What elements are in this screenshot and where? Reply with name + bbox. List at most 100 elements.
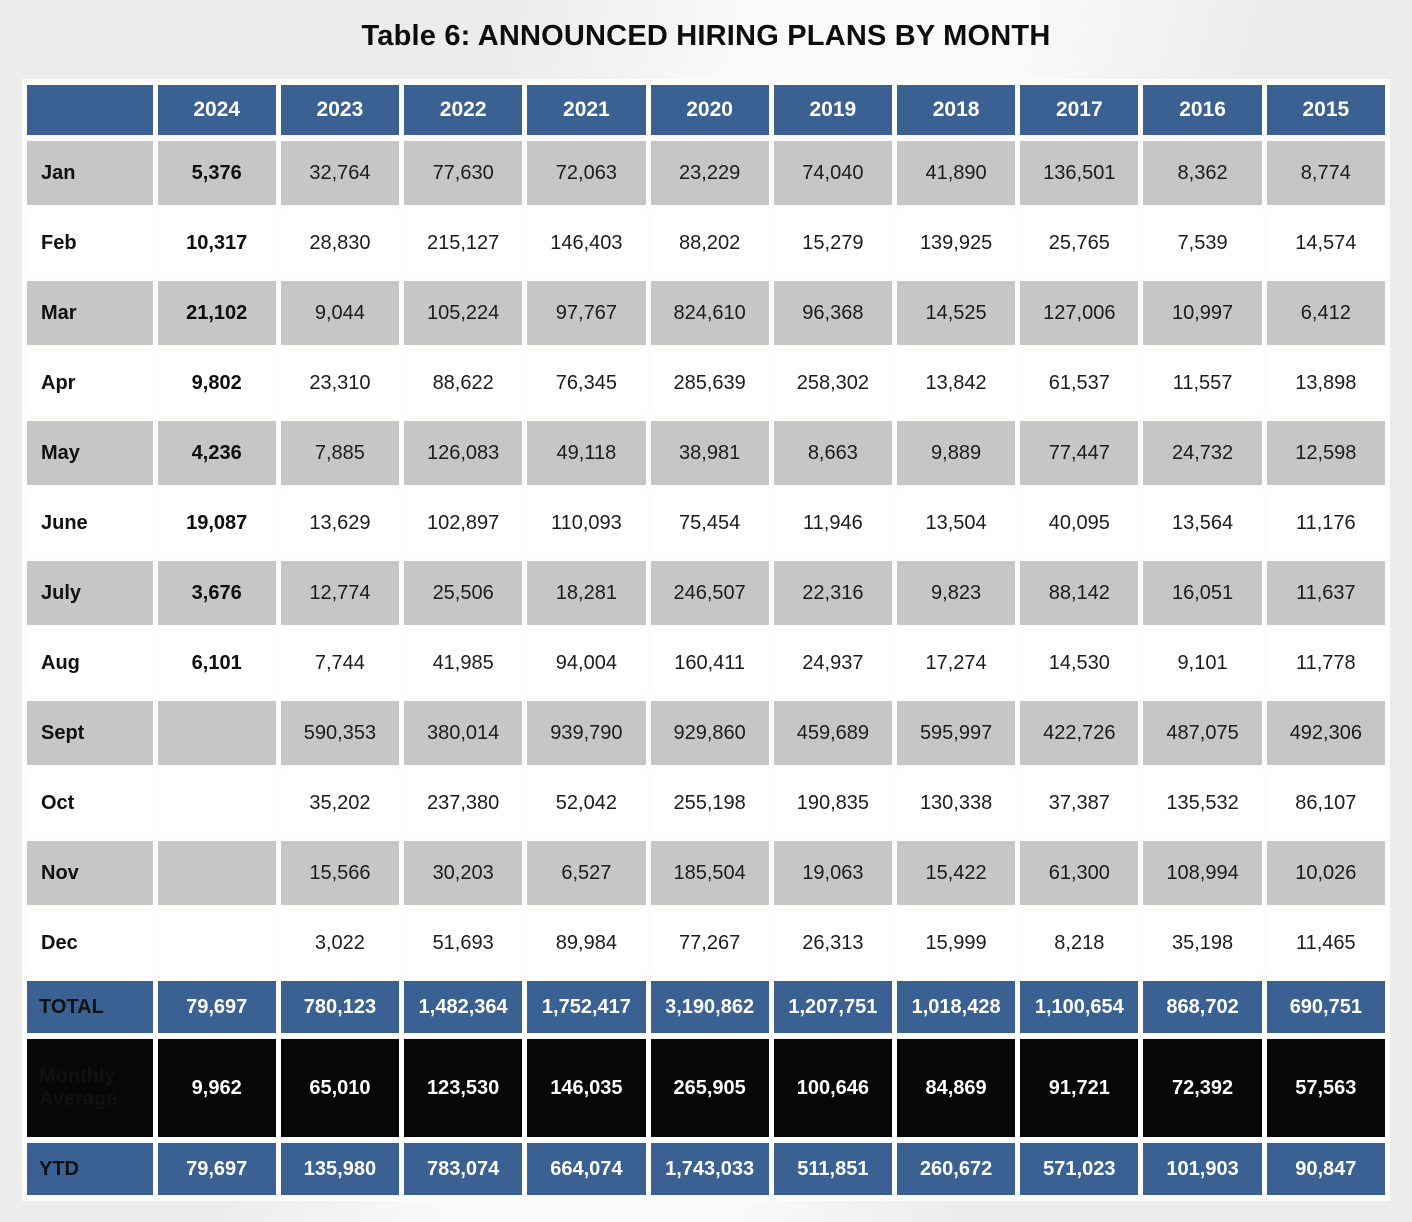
month-label-cell: May xyxy=(27,421,153,485)
value-cell: 41,985 xyxy=(404,631,523,695)
value-cell: 32,764 xyxy=(280,141,400,205)
value-cell: 14,530 xyxy=(1020,631,1139,695)
value-cell: 127,006 xyxy=(1020,281,1139,345)
year-column-header-2015: 2015 xyxy=(1266,85,1385,135)
value-cell: 590,353 xyxy=(280,701,400,765)
value-cell: 108,994 xyxy=(1143,841,1262,905)
value-cell: 15,279 xyxy=(773,211,892,275)
value-cell: 102,897 xyxy=(404,491,523,555)
value-cell: 110,093 xyxy=(527,491,646,555)
value-cell: 10,026 xyxy=(1266,841,1385,905)
value-cell: 9,802 xyxy=(157,351,276,415)
value-cell: 19,063 xyxy=(773,841,892,905)
value-cell: 7,744 xyxy=(280,631,400,695)
value-cell: 14,574 xyxy=(1266,211,1385,275)
value-cell: 285,639 xyxy=(650,351,769,415)
value-cell: 97,767 xyxy=(527,281,646,345)
month-row-mar: Mar 21,102 9,044 105,224 97,767 824,610 96,368… xyxy=(27,281,1385,345)
month-row-sept: Sept 590,353 380,014 939,790 929,860 459,689 5… xyxy=(27,701,1385,765)
value-cell: 89,984 xyxy=(527,911,646,975)
summary-value-cell: 90,847 xyxy=(1266,1143,1385,1195)
value-cell: 130,338 xyxy=(896,771,1016,835)
month-label-cell: Feb xyxy=(27,211,153,275)
summary-value-cell: 146,035 xyxy=(527,1039,646,1137)
summary-value-cell: 1,100,654 xyxy=(1020,981,1139,1033)
summary-value-cell: 690,751 xyxy=(1266,981,1385,1033)
value-cell: 38,981 xyxy=(650,421,769,485)
value-cell: 136,501 xyxy=(1020,141,1139,205)
summary-value-cell: 123,530 xyxy=(404,1039,523,1137)
value-cell: 9,101 xyxy=(1143,631,1262,695)
value-cell: 21,102 xyxy=(157,281,276,345)
value-cell: 6,412 xyxy=(1266,281,1385,345)
month-rows-body: Jan 5,376 32,764 77,630 72,063 23,229 74,040 41… xyxy=(27,141,1385,975)
value-cell: 13,629 xyxy=(280,491,400,555)
month-row-apr: Apr 9,802 23,310 88,622 76,345 285,639 258,302… xyxy=(27,351,1385,415)
month-row-oct: Oct 35,202 237,380 52,042 255,198 190,835 130,… xyxy=(27,771,1385,835)
month-label-cell: Sept xyxy=(27,701,153,765)
value-cell: 15,566 xyxy=(280,841,400,905)
value-cell: 7,539 xyxy=(1143,211,1262,275)
summary-label-cell: Monthly Average xyxy=(27,1039,153,1137)
value-cell: 135,532 xyxy=(1143,771,1262,835)
year-column-header-2024: 2024 xyxy=(157,85,276,135)
summary-value-cell: 265,905 xyxy=(650,1039,769,1137)
value-cell: 16,051 xyxy=(1143,561,1262,625)
value-cell xyxy=(157,771,276,835)
summary-value-cell: 783,074 xyxy=(404,1143,523,1195)
value-cell: 190,835 xyxy=(773,771,892,835)
value-cell: 13,504 xyxy=(896,491,1016,555)
summary-value-cell: 72,392 xyxy=(1143,1039,1262,1137)
summary-value-cell: 91,721 xyxy=(1020,1039,1139,1137)
month-label-cell: Mar xyxy=(27,281,153,345)
value-cell: 40,095 xyxy=(1020,491,1139,555)
value-cell xyxy=(157,701,276,765)
value-cell: 76,345 xyxy=(527,351,646,415)
value-cell: 258,302 xyxy=(773,351,892,415)
value-cell: 75,454 xyxy=(650,491,769,555)
value-cell: 11,465 xyxy=(1266,911,1385,975)
value-cell: 459,689 xyxy=(773,701,892,765)
corner-header-cell xyxy=(27,85,153,135)
value-cell: 86,107 xyxy=(1266,771,1385,835)
value-cell: 4,236 xyxy=(157,421,276,485)
table-title: Table 6: ANNOUNCED HIRING PLANS BY MONTH xyxy=(361,20,1051,52)
value-cell: 422,726 xyxy=(1020,701,1139,765)
value-cell: 939,790 xyxy=(527,701,646,765)
month-row-nov: Nov 15,566 30,203 6,527 185,504 19,063 15,422 6… xyxy=(27,841,1385,905)
value-cell: 8,362 xyxy=(1143,141,1262,205)
value-cell: 19,087 xyxy=(157,491,276,555)
value-cell: 139,925 xyxy=(896,211,1016,275)
value-cell: 185,504 xyxy=(650,841,769,905)
value-cell: 12,598 xyxy=(1266,421,1385,485)
month-label-cell: Jan xyxy=(27,141,153,205)
month-label-cell: Apr xyxy=(27,351,153,415)
month-row-dec: Dec 3,022 51,693 89,984 77,267 26,313 15,999 8,… xyxy=(27,911,1385,975)
value-cell: 51,693 xyxy=(404,911,523,975)
summary-value-cell: 79,697 xyxy=(157,981,276,1033)
value-cell: 11,176 xyxy=(1266,491,1385,555)
value-cell: 88,622 xyxy=(404,351,523,415)
value-cell: 3,676 xyxy=(157,561,276,625)
value-cell: 22,316 xyxy=(773,561,892,625)
month-row-jan: Jan 5,376 32,764 77,630 72,063 23,229 74,040 41… xyxy=(27,141,1385,205)
value-cell: 492,306 xyxy=(1266,701,1385,765)
value-cell: 35,202 xyxy=(280,771,400,835)
summary-value-cell: 1,207,751 xyxy=(773,981,892,1033)
value-cell: 215,127 xyxy=(404,211,523,275)
summary-value-cell: 57,563 xyxy=(1266,1039,1385,1137)
value-cell: 28,830 xyxy=(280,211,400,275)
month-row-june: June 19,087 13,629 102,897 110,093 75,454 11,9… xyxy=(27,491,1385,555)
value-cell: 61,300 xyxy=(1020,841,1139,905)
year-column-header-2020: 2020 xyxy=(650,85,769,135)
year-column-header-2016: 2016 xyxy=(1143,85,1262,135)
value-cell: 380,014 xyxy=(404,701,523,765)
summary-value-cell: 101,903 xyxy=(1143,1143,1262,1195)
value-cell: 929,860 xyxy=(650,701,769,765)
value-cell: 126,083 xyxy=(404,421,523,485)
year-column-header-2019: 2019 xyxy=(773,85,892,135)
month-label-cell: June xyxy=(27,491,153,555)
value-cell: 41,890 xyxy=(896,141,1016,205)
summary-value-cell: 260,672 xyxy=(896,1143,1016,1195)
